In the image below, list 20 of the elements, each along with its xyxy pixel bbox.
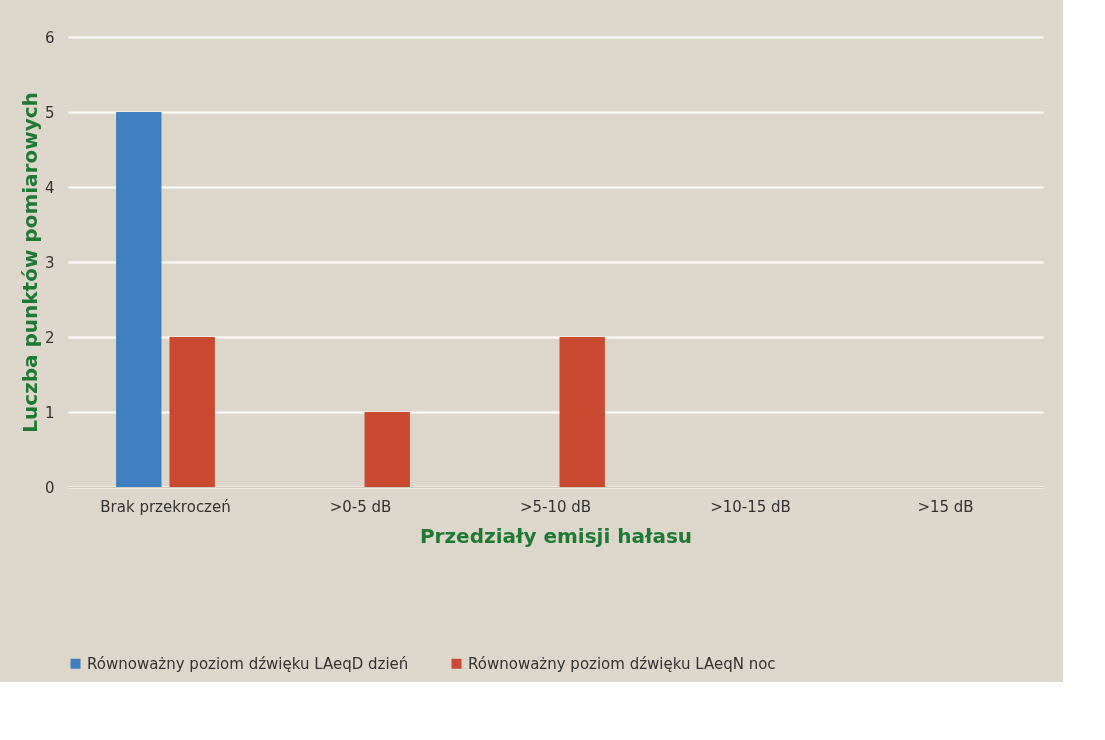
- y-tick-label: 1: [44, 403, 55, 422]
- x-tick-label: >5-10 dB: [519, 497, 592, 516]
- x-axis-title: Przedziały emisji hałasu: [419, 523, 693, 548]
- x-tick-label: >10-15 dB: [710, 497, 791, 516]
- legend-label: Równoważny poziom dźwięku LAeqD dzień: [87, 654, 409, 673]
- y-axis-title: Luczba punktów pomiarowych: [17, 92, 42, 433]
- bar: [169, 337, 215, 487]
- y-tick-label: 4: [44, 178, 55, 197]
- bar: [364, 412, 410, 487]
- x-tick-label: Brak przekroczeń: [100, 497, 231, 516]
- bar: [559, 337, 605, 487]
- y-tick-label: 3: [44, 253, 55, 272]
- x-tick-label: >15 dB: [917, 497, 974, 516]
- legend-label: Równoważny poziom dźwięku LAeqN noc: [468, 654, 776, 673]
- y-tick-label: 2: [44, 328, 55, 347]
- y-tick-label: 0: [44, 478, 55, 497]
- x-tick-label: >0-5 dB: [329, 497, 392, 516]
- bar: [116, 112, 162, 487]
- y-tick-label: 6: [44, 28, 55, 47]
- y-tick-label: 5: [44, 103, 55, 122]
